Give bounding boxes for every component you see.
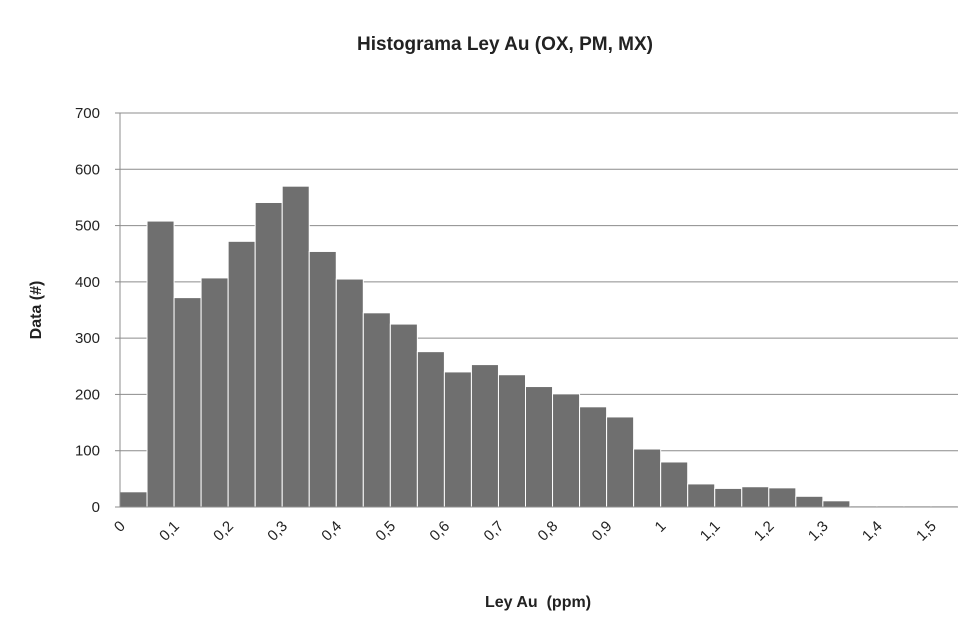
histogram-bar xyxy=(741,486,770,508)
histogram-bar xyxy=(200,277,229,508)
histogram-bar xyxy=(606,416,635,508)
x-tick-label: 1,4 xyxy=(859,518,886,545)
x-tick-label: 1,2 xyxy=(751,518,778,545)
histogram-bar xyxy=(633,448,662,508)
y-tick-label: 300 xyxy=(75,330,100,347)
axes xyxy=(115,112,958,508)
x-tick-label: 0,5 xyxy=(372,518,399,545)
histogram-bar xyxy=(254,201,283,508)
histogram-bar xyxy=(281,185,310,508)
y-tick-labels: 0 100 200 300 400 500 600 700 xyxy=(75,105,100,516)
histogram-bar xyxy=(389,323,418,508)
x-tick-label: 0,2 xyxy=(210,518,237,545)
histogram-bar xyxy=(416,351,445,508)
histogram-bar xyxy=(768,487,797,508)
x-tick-label: 1,1 xyxy=(697,518,724,545)
histogram-bar xyxy=(470,364,499,508)
x-tick-label: 0,4 xyxy=(318,518,345,545)
x-tick-label: 0,3 xyxy=(264,518,291,545)
histogram-bar xyxy=(335,278,364,508)
histogram-bar xyxy=(308,250,337,508)
histogram-bar xyxy=(227,240,256,508)
y-tick-label: 600 xyxy=(75,161,100,178)
y-axis-label: Data (#) xyxy=(28,281,45,340)
histogram-bar xyxy=(579,406,608,508)
x-tick-label: 1 xyxy=(652,518,670,536)
y-tick-label: 0 xyxy=(92,499,100,516)
histogram-bar xyxy=(119,491,148,508)
chart-title: Histograma Ley Au (OX, PM, MX) xyxy=(357,34,653,55)
histogram-bar xyxy=(525,386,554,508)
histogram-bar xyxy=(552,393,581,508)
histogram-bar xyxy=(146,220,175,508)
histogram-bar xyxy=(795,495,824,508)
x-tick-label: 1,3 xyxy=(805,518,832,545)
histogram-bar xyxy=(660,461,689,508)
x-tick-label: 0,6 xyxy=(426,518,453,545)
y-tick-label: 500 xyxy=(75,218,100,235)
histogram-bar xyxy=(173,297,202,508)
histogram-bar xyxy=(687,483,716,508)
x-tick-label: 0,8 xyxy=(535,518,562,545)
y-tick-label: 700 xyxy=(75,105,100,122)
x-tick-label: 1,5 xyxy=(913,518,940,545)
y-tick-label: 400 xyxy=(75,274,100,291)
x-tick-label: 0,7 xyxy=(481,518,508,545)
x-tick-labels: 0 0,1 0,2 0,3 0,4 0,5 0,6 0,7 0,8 0,9 1 1,1 1,2 1,3 1,… xyxy=(111,518,940,545)
histogram-bar xyxy=(443,371,472,508)
histogram-bar xyxy=(362,312,391,508)
bars xyxy=(119,185,959,508)
histogram-bar xyxy=(497,374,527,508)
x-tick-label: 0,1 xyxy=(156,518,183,545)
x-tick-label: 0 xyxy=(111,518,129,536)
histogram-bar xyxy=(822,500,851,508)
y-tick-label: 100 xyxy=(75,443,100,460)
x-tick-label: 0,9 xyxy=(589,518,616,545)
y-tick-label: 200 xyxy=(75,386,100,403)
histogram-bar xyxy=(714,487,743,508)
x-axis-label: Ley Au (ppm) xyxy=(485,594,591,611)
